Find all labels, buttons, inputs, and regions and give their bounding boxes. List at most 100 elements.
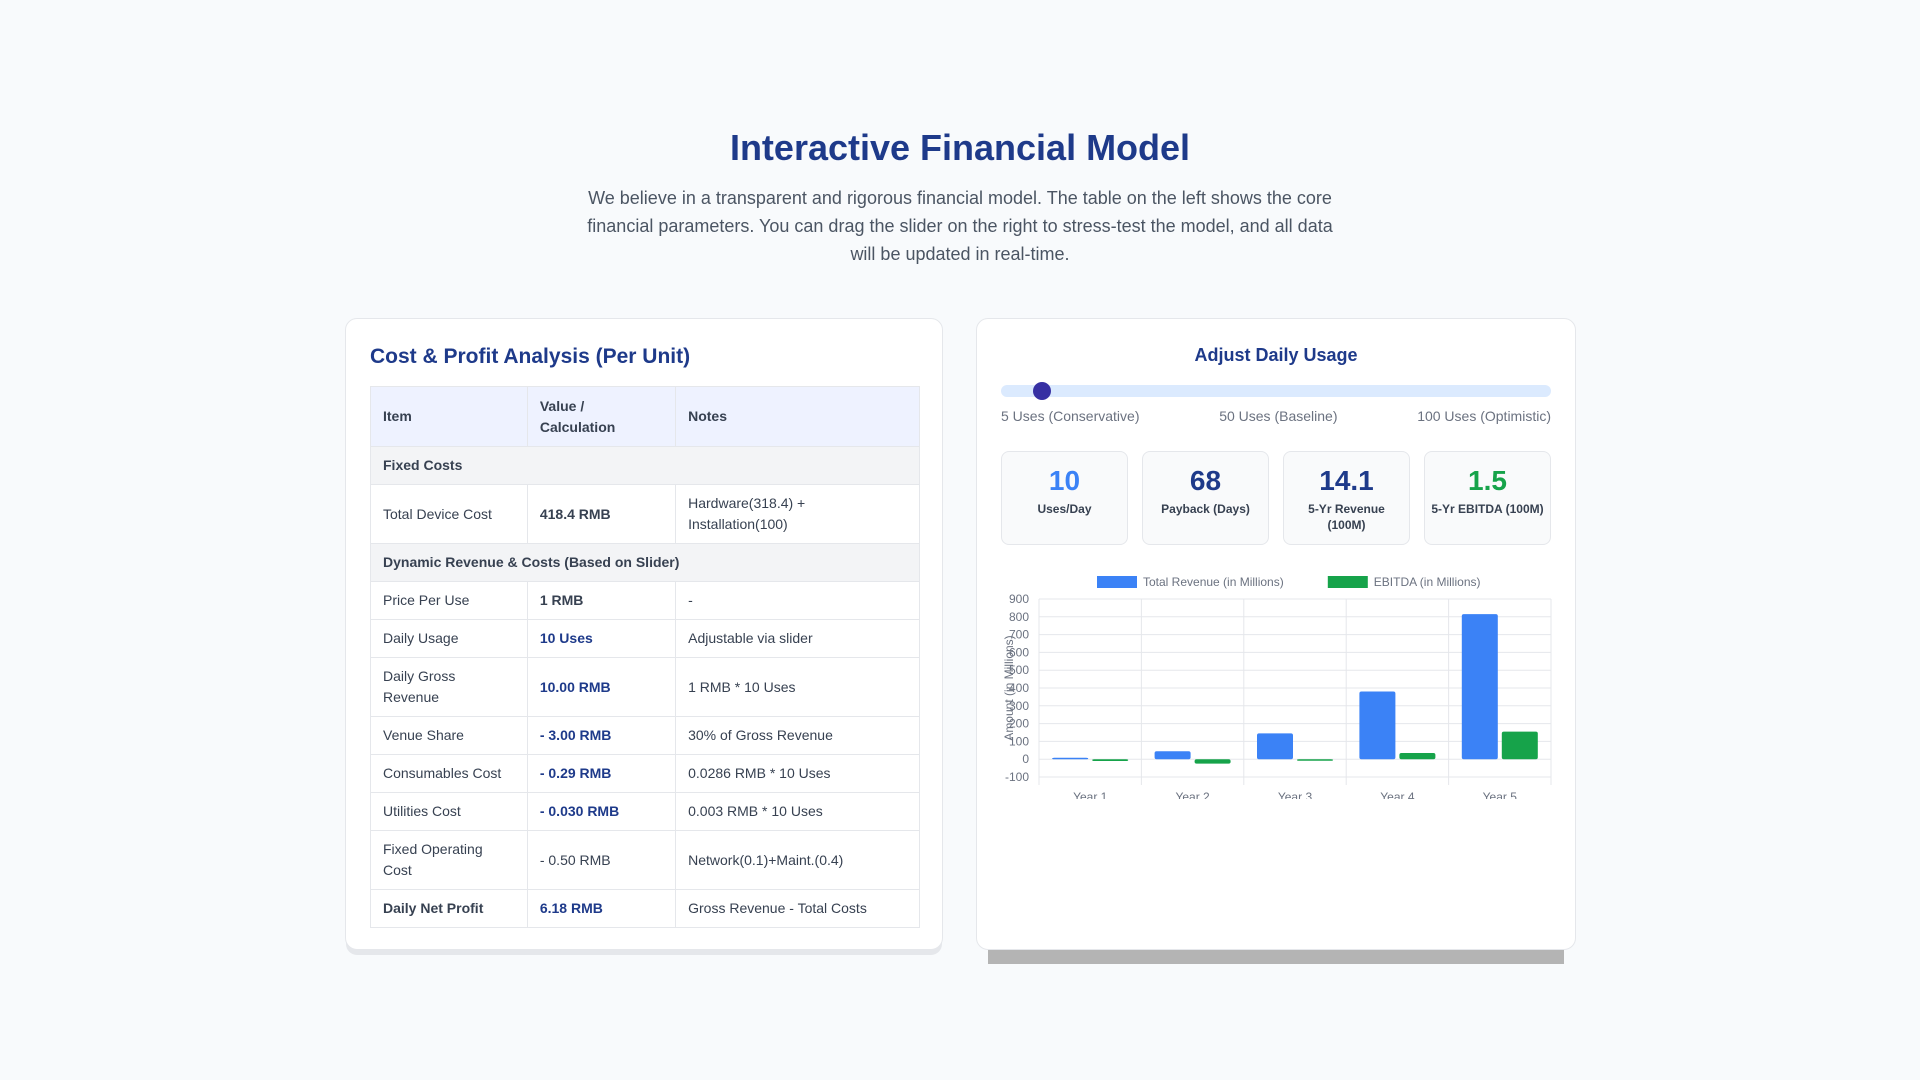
y-tick-label: 500 [1009, 663, 1029, 677]
header-value: Value / Calculation [526, 386, 677, 447]
stat-payback-days: 68 Payback (Days) [1142, 451, 1269, 545]
row-notes: 0.0286 RMB * 10 Uses [675, 754, 920, 793]
row-item: Price Per Use [370, 581, 528, 620]
row-value: - 0.030 RMB [526, 792, 677, 831]
section-label: Fixed Costs [370, 446, 920, 485]
revenue-bar [1359, 691, 1396, 760]
table-row: Total Device Cost 418.4 RMB Hardware(318… [370, 484, 920, 544]
table-row: Utilities Cost - 0.030 RMB 0.003 RMB * 1… [370, 792, 920, 831]
table-row: Fixed Operating Cost - 0.50 RMB Network(… [370, 830, 920, 890]
table-row: Price Per Use 1 RMB - [370, 581, 920, 620]
section-row-dynamic: Dynamic Revenue & Costs (Based on Slider… [370, 543, 920, 582]
table-row: Daily Usage 10 Uses Adjustable via slide… [370, 619, 920, 658]
y-tick-label: 600 [1009, 645, 1029, 659]
section-row-fixed: Fixed Costs [370, 446, 920, 485]
y-tick-label: 700 [1009, 628, 1029, 642]
cost-table: Item Value / Calculation Notes Fixed Cos… [370, 386, 920, 928]
ebitda-bar [1092, 759, 1129, 761]
stat-uses-per-day: 10 Uses/Day [1001, 451, 1128, 545]
legend-swatch [1097, 576, 1137, 588]
legend-swatch [1327, 576, 1368, 588]
header-item: Item [370, 386, 528, 447]
stat-label: 5-Yr EBITDA (100M) [1431, 502, 1544, 516]
row-item: Daily Usage [370, 619, 528, 658]
row-value: 418.4 RMB [526, 484, 677, 544]
slider-label-min: 5 Uses (Conservative) [1001, 408, 1140, 424]
revenue-bar [1052, 757, 1089, 760]
stat-5yr-revenue: 14.1 5-Yr Revenue (100M) [1283, 451, 1410, 545]
y-tick-label: 400 [1009, 681, 1029, 695]
legend-label: Total Revenue (in Millions) [1143, 575, 1284, 589]
row-notes: 1 RMB * 10 Uses [675, 657, 920, 717]
y-tick-label: 800 [1009, 610, 1029, 624]
legend-label: EBITDA (in Millions) [1374, 575, 1481, 589]
table-header-row: Item Value / Calculation Notes [370, 386, 920, 447]
row-notes: 0.003 RMB * 10 Uses [675, 792, 920, 831]
x-tick-label: Year 5 [1483, 790, 1518, 799]
hero: Interactive Financial Model We believe i… [0, 124, 1920, 268]
row-value: 1 RMB [526, 581, 677, 620]
ebitda-bar [1297, 759, 1333, 761]
row-notes: Adjustable via slider [675, 619, 920, 658]
y-tick-label: 300 [1009, 699, 1029, 713]
slider-labels: 5 Uses (Conservative) 50 Uses (Baseline)… [1001, 408, 1551, 424]
row-notes: Gross Revenue - Total Costs [675, 889, 920, 928]
stat-value: 1.5 [1468, 465, 1507, 496]
x-tick-label: Year 1 [1073, 790, 1108, 799]
y-tick-label: 900 [1009, 592, 1029, 606]
stat-label: 5-Yr Revenue (100M) [1308, 502, 1385, 532]
usage-slider-track[interactable] [1001, 385, 1551, 397]
stat-label: Uses/Day [1037, 502, 1092, 516]
cost-profit-card: Cost & Profit Analysis (Per Unit) Item V… [345, 318, 943, 950]
stat-value: 14.1 [1319, 465, 1374, 496]
row-value: 6.18 RMB [526, 889, 677, 928]
row-item: Daily Net Profit [370, 889, 528, 928]
row-item: Total Device Cost [370, 484, 528, 544]
row-item: Fixed Operating Cost [370, 830, 528, 890]
table-row: Daily Gross Revenue 10.00 RMB 1 RMB * 10… [370, 657, 920, 717]
row-item: Daily Gross Revenue [370, 657, 528, 717]
x-tick-label: Year 4 [1380, 790, 1415, 799]
x-tick-label: Year 3 [1278, 790, 1313, 799]
y-tick-label: 200 [1009, 717, 1029, 731]
y-tick-label: 100 [1009, 734, 1029, 748]
revenue-bar [1461, 614, 1498, 760]
header-notes: Notes [675, 386, 920, 447]
stat-value: 68 [1189, 465, 1222, 496]
row-value: - 3.00 RMB [526, 716, 677, 755]
x-tick-label: Year 2 [1175, 790, 1210, 799]
row-value: - 0.50 RMB [526, 830, 677, 890]
card-shadow [988, 950, 1564, 964]
row-value: - 0.29 RMB [526, 754, 677, 793]
ebitda-bar [1194, 759, 1231, 764]
row-notes: Network(0.1)+Maint.(0.4) [675, 830, 920, 890]
table-row: Venue Share - 3.00 RMB 30% of Gross Reve… [370, 716, 920, 755]
revenue-ebitda-chart: -100 0 100 200 300 400 500 600 700 800 900 Year 1 Ye… [1002, 575, 1552, 799]
y-tick-label: 0 [1022, 752, 1029, 766]
usage-card: Adjust Daily Usage 5 Uses (Conservative)… [976, 318, 1576, 950]
stat-label: Payback (Days) [1161, 502, 1250, 516]
row-item: Venue Share [370, 716, 528, 755]
revenue-bar [1257, 733, 1293, 760]
revenue-bar [1154, 751, 1191, 760]
page-title: Interactive Financial Model [729, 127, 1191, 168]
y-tick-label: -100 [1005, 770, 1029, 784]
section-label: Dynamic Revenue & Costs (Based on Slider… [370, 543, 920, 582]
row-item: Utilities Cost [370, 792, 528, 831]
row-value: 10.00 RMB [526, 657, 677, 717]
usage-slider-thumb[interactable] [1033, 382, 1051, 400]
usage-title: Adjust Daily Usage [1194, 345, 1358, 365]
cost-table-title: Cost & Profit Analysis (Per Unit) [370, 345, 691, 368]
stat-5yr-ebitda: 1.5 5-Yr EBITDA (100M) [1424, 451, 1551, 545]
row-notes: - [675, 581, 920, 620]
table-row-net-profit: Daily Net Profit 6.18 RMB Gross Revenue … [370, 889, 920, 928]
ebitda-bar [1399, 752, 1436, 760]
slider-label-mid: 50 Uses (Baseline) [1219, 408, 1338, 424]
stat-value: 10 [1048, 465, 1081, 496]
y-axis-label: Amount (in Millions) [1002, 635, 1016, 740]
row-notes: 30% of Gross Revenue [675, 716, 920, 755]
row-value: 10 Uses [526, 619, 677, 658]
table-row: Consumables Cost - 0.29 RMB 0.0286 RMB *… [370, 754, 920, 793]
slider-label-max: 100 Uses (Optimistic) [1417, 408, 1551, 424]
ebitda-bar [1501, 731, 1538, 760]
